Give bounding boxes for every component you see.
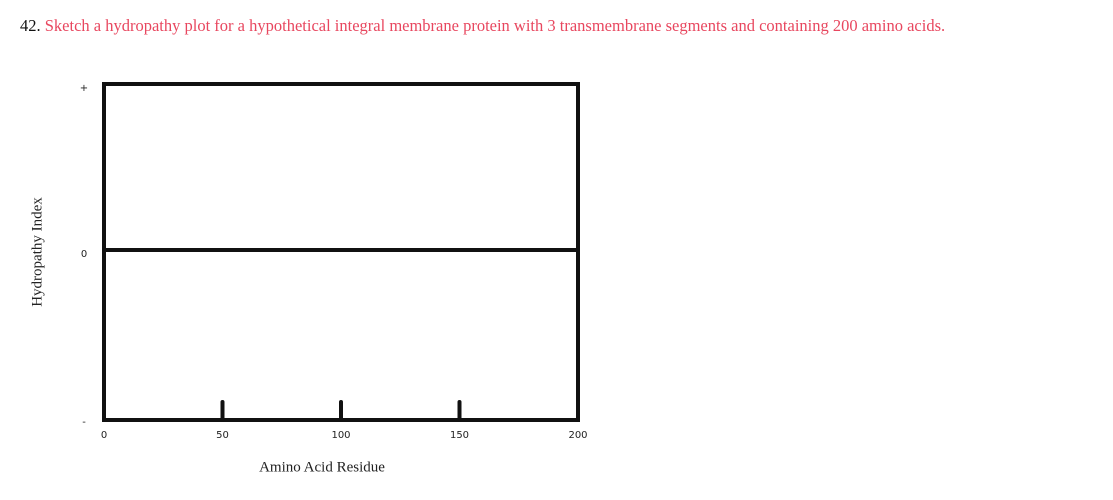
question: 42. Sketch a hydropathy plot for a hypot… <box>20 16 1100 36</box>
x-tick-label: 100 <box>331 430 350 441</box>
x-tick-label: 50 <box>216 430 229 441</box>
x-axis-label: Amino Acid Residue <box>259 459 385 475</box>
y-tick-label: 0 <box>81 249 87 260</box>
x-tick-label: 200 <box>568 430 587 441</box>
y-tick-label: + <box>80 83 88 94</box>
x-tick-label: 0 <box>101 430 107 441</box>
y-axis-label: Hydropathy Index <box>29 197 45 307</box>
x-tick-label: 150 <box>450 430 469 441</box>
question-number: 42. <box>20 16 41 35</box>
y-tick-label: - <box>82 417 86 428</box>
question-text: Sketch a hydropathy plot for a hypotheti… <box>44 16 946 35</box>
